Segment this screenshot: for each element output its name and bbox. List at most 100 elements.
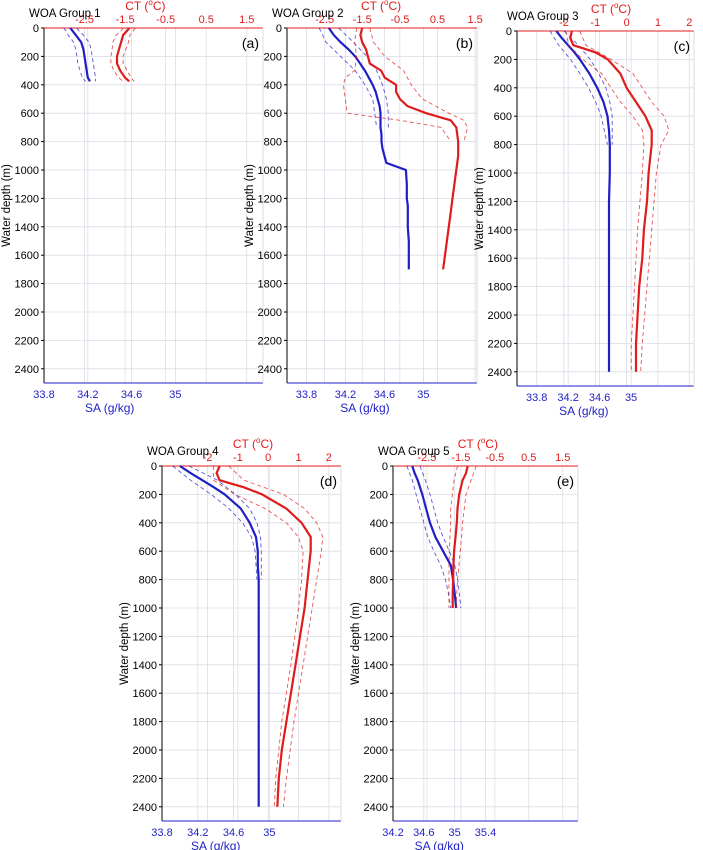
sa-tick-label: 34.6 (223, 827, 244, 839)
y-tick-label: 0 (151, 461, 157, 473)
ct-axis-label: CT (oC) (233, 436, 273, 451)
ct-bound-profile (369, 27, 469, 142)
y-tick-label: 1400 (364, 660, 388, 672)
ct-mean-profile (451, 465, 469, 608)
y-tick-label: 2000 (15, 307, 39, 319)
sa-bound-profile (76, 27, 96, 82)
y-tick-label: 1800 (488, 282, 512, 294)
y-tick-label: 1400 (488, 225, 512, 237)
y-axis-label: Water depth (m) (474, 167, 486, 250)
ct-mean-profile (569, 30, 653, 372)
y-tick-label: 2000 (133, 745, 157, 757)
ct-bound-profile (579, 30, 670, 372)
panel-title: WOA Group 4 (147, 446, 219, 458)
y-tick-label: 400 (494, 83, 512, 95)
sa-mean-profile (179, 465, 260, 807)
y-tick-label: 2400 (15, 364, 39, 376)
ct-tick-label: -0.5 (390, 14, 409, 26)
y-tick-label: 1600 (133, 688, 157, 700)
ct-tick-label: 0 (265, 452, 271, 464)
y-tick-label: 600 (494, 111, 512, 123)
panel-letter: (d) (320, 473, 337, 489)
y-tick-label: 600 (264, 108, 282, 120)
y-tick-label: 1800 (364, 717, 388, 729)
ct-tick-label: -1.5 (353, 14, 372, 26)
ct-bound-profile (110, 27, 124, 82)
sa-tick-label: 34.6 (589, 392, 610, 404)
y-tick-label: 2200 (15, 335, 39, 347)
ct-tick-label: -2.5 (315, 14, 334, 26)
ct-tick-label: -2.5 (75, 14, 94, 26)
sa-tick-label: 34.2 (382, 827, 403, 839)
sa-bound-profile (549, 30, 608, 145)
y-tick-label: 1200 (488, 196, 512, 208)
y-tick-label: 2000 (258, 307, 282, 319)
sa-mean-profile (69, 27, 91, 82)
ct-tick-label: -1.5 (451, 452, 470, 464)
ct-tick-label: 1.5 (467, 14, 482, 26)
sa-tick-label: 34.6 (374, 389, 395, 401)
y-tick-label: 2400 (133, 802, 157, 814)
y-tick-label: 200 (21, 51, 39, 63)
y-tick-label: 1200 (15, 193, 39, 205)
ct-bound-profile (565, 30, 645, 372)
y-tick-label: 200 (370, 489, 388, 501)
y-tick-label: 1600 (15, 250, 39, 262)
y-tick-label: 2200 (364, 773, 388, 785)
panel-letter: (a) (242, 35, 259, 51)
ct-bound-profile (448, 465, 458, 608)
ct-tick-label: 0.5 (199, 14, 214, 26)
y-tick-label: 800 (139, 575, 157, 587)
panel-letter: (e) (557, 473, 574, 489)
ct-bound-profile (456, 465, 477, 609)
y-tick-label: 600 (139, 546, 157, 558)
panel-letter: (c) (674, 38, 690, 54)
y-tick-label: 1200 (258, 193, 282, 205)
panel-title: WOA Group 3 (507, 11, 579, 23)
ct-tick-label: 2 (326, 452, 332, 464)
sa-tick-label: 35 (449, 827, 461, 839)
sa-axis-label: SA (g/kg) (85, 401, 134, 415)
y-tick-label: 400 (21, 80, 39, 92)
ct-tick-label: 2 (686, 17, 692, 29)
y-tick-label: 1200 (364, 631, 388, 643)
ct-tick-label: -1 (590, 17, 600, 29)
y-tick-label: 200 (139, 489, 157, 501)
sa-tick-label: 34.6 (121, 389, 142, 401)
panel-letter: (b) (456, 35, 473, 51)
ct-bound-profile (213, 466, 304, 807)
ct-mean-profile (115, 27, 131, 83)
y-axis-label: Water depth (m) (1, 164, 13, 247)
ct-tick-label: 0.5 (430, 14, 445, 26)
sa-bound-profile (318, 27, 378, 128)
sa-tick-label: 34.2 (557, 392, 578, 404)
y-tick-label: 800 (21, 137, 39, 149)
sa-axis-label: SA (g/kg) (191, 839, 240, 850)
ct-tick-label: -1 (233, 452, 243, 464)
ct-bound-profile (122, 27, 136, 82)
sa-bound-profile (338, 27, 389, 128)
sa-axis-label: SA (g/kg) (415, 839, 464, 850)
y-tick-label: 1600 (258, 250, 282, 262)
ct-mean-profile (215, 465, 312, 807)
panel-title: WOA Group 1 (29, 8, 101, 20)
y-tick-label: 1000 (133, 603, 157, 615)
sa-bound-profile (188, 465, 262, 580)
y-tick-label: 1800 (15, 279, 39, 291)
sa-bound-profile (172, 465, 258, 580)
ct-tick-label: 1.5 (555, 452, 570, 464)
ct-axis-label: CT (oC) (591, 1, 631, 16)
y-tick-label: 2400 (258, 364, 282, 376)
ct-tick-label: 0 (624, 17, 630, 29)
y-tick-label: 1000 (15, 165, 39, 177)
ct-mean-profile (359, 27, 460, 270)
ct-tick-label: 1 (655, 17, 661, 29)
y-tick-label: 0 (33, 23, 39, 35)
y-tick-label: 1800 (133, 717, 157, 729)
y-tick-label: 0 (276, 23, 282, 35)
y-tick-label: 2200 (133, 773, 157, 785)
panel-title: WOA Group 2 (272, 8, 344, 20)
sa-bound-profile (63, 27, 86, 82)
y-tick-label: 2000 (364, 745, 388, 757)
